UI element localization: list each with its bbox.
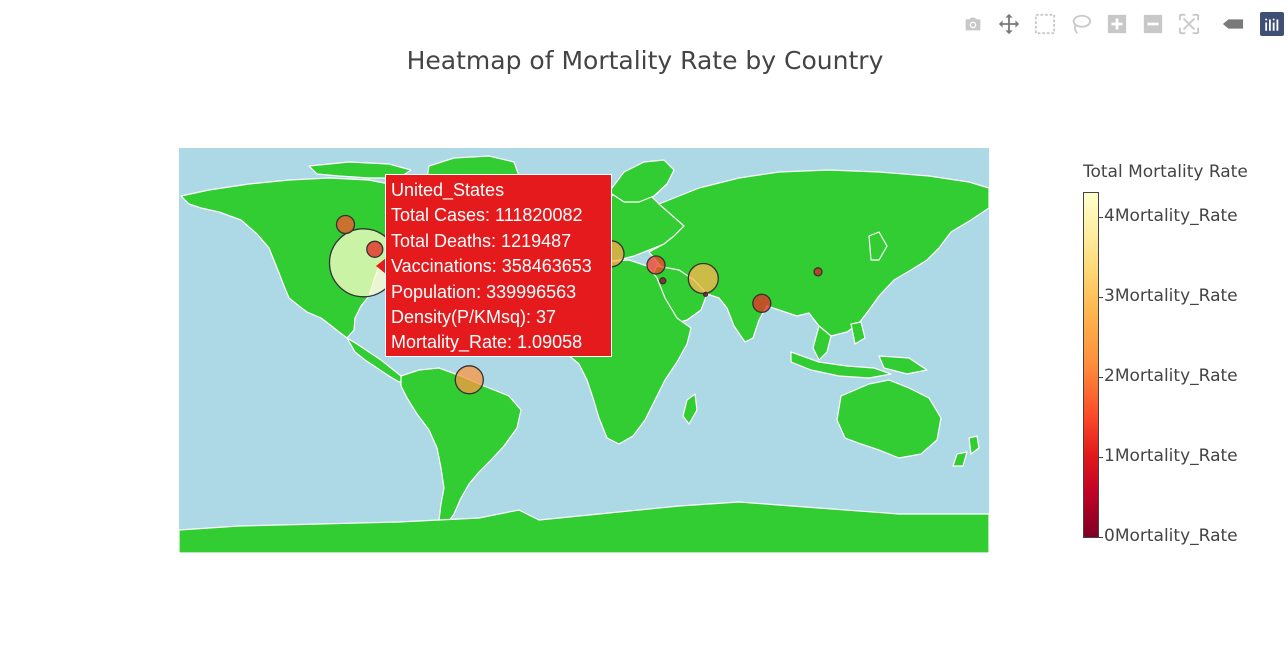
box-select-icon[interactable] xyxy=(1032,11,1058,37)
plotly-logo-icon[interactable] xyxy=(1260,12,1284,36)
camera-icon[interactable] xyxy=(960,11,986,37)
colorbar-tick-mark xyxy=(1099,537,1103,538)
country-marker[interactable] xyxy=(454,365,484,395)
colorbar-tick-mark xyxy=(1099,297,1103,298)
south-america xyxy=(400,367,522,525)
pan-icon[interactable] xyxy=(996,11,1022,37)
country-marker[interactable] xyxy=(659,277,667,285)
antarctica xyxy=(179,501,989,553)
country-marker[interactable] xyxy=(813,267,823,277)
japan xyxy=(868,231,888,261)
scandinavia xyxy=(608,159,675,203)
tooltip-vaccinations: Vaccinations: 358463653 xyxy=(391,256,592,277)
madagascar xyxy=(682,393,698,425)
new-zealand-south xyxy=(952,451,968,467)
indonesia xyxy=(790,351,892,379)
country-marker[interactable] xyxy=(752,293,772,313)
colorbar-tick-mark xyxy=(1099,457,1103,458)
zoom-in-icon[interactable] xyxy=(1104,11,1130,37)
new-zealand xyxy=(968,435,980,455)
colorbar-tick-label: 3Mortality_Rate xyxy=(1104,286,1238,306)
tooltip-total-cases: Total Cases: 111820082 xyxy=(391,205,583,226)
new-guinea xyxy=(878,355,928,375)
tooltip-pointer xyxy=(376,258,386,274)
colorbar-tick-label: 0Mortality_Rate xyxy=(1104,526,1238,546)
reset-view-icon[interactable] xyxy=(1176,11,1202,37)
philippines xyxy=(850,321,866,345)
country-marker[interactable] xyxy=(687,262,719,295)
tooltip-country: United_States xyxy=(391,180,505,200)
colorbar-title: Total Mortality Rate xyxy=(1083,162,1248,182)
country-marker[interactable] xyxy=(335,214,356,235)
modebar xyxy=(950,10,1284,38)
colorbar-tick-label: 4Mortality_Rate xyxy=(1104,206,1238,226)
colorbar-tick-label: 1Mortality_Rate xyxy=(1104,446,1238,466)
tooltip-total-deaths: Total Deaths: 1219487 xyxy=(391,230,572,251)
country-marker[interactable] xyxy=(646,255,666,275)
hover-toggle-icon[interactable] xyxy=(1220,11,1246,37)
colorbar-tick-label: 2Mortality_Rate xyxy=(1104,366,1238,386)
australia xyxy=(836,379,942,459)
tooltip-mortality-rate: Mortality_Rate: 1.09058 xyxy=(391,332,583,353)
colorbar-tick-mark xyxy=(1099,217,1103,218)
lasso-select-icon[interactable] xyxy=(1068,11,1094,37)
southeast-asia xyxy=(812,325,832,361)
chart-title: Heatmap of Mortality Rate by Country xyxy=(406,46,884,75)
colorbar-tick-mark xyxy=(1099,377,1103,378)
tooltip-density: Density(P/KMsq): 37 xyxy=(391,307,557,328)
tooltip-population: Population: 339996563 xyxy=(391,281,577,302)
colorbar xyxy=(1083,192,1099,538)
country-marker[interactable] xyxy=(702,291,709,297)
hover-tooltip: United_States Total Cases: 111820082 Tot… xyxy=(385,174,612,357)
country-marker[interactable] xyxy=(366,240,384,258)
zoom-out-icon[interactable] xyxy=(1140,11,1166,37)
